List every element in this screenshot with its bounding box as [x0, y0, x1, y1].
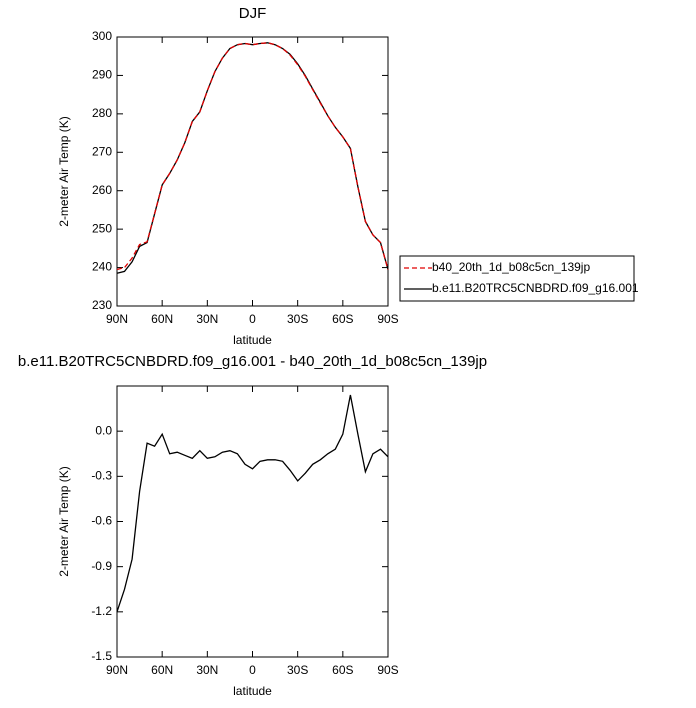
x-tick-label: 90N	[106, 663, 128, 677]
x-tick-label: 0	[249, 663, 256, 677]
x-axis-label: latitude	[233, 684, 272, 698]
plot-frame	[116, 385, 389, 658]
legend-box	[399, 255, 635, 302]
x-tick-label: 90N	[106, 312, 128, 326]
x-axis-label: latitude	[233, 333, 272, 347]
x-tick-label: 60S	[332, 663, 353, 677]
x-tick-label: 60N	[151, 663, 173, 677]
chart-title: DJF	[239, 5, 267, 22]
y-tick-label: -1.2	[91, 604, 112, 618]
x-tick-label: 30N	[196, 312, 218, 326]
series-line	[116, 394, 389, 613]
y-tick-label: 290	[92, 68, 112, 82]
y-axis-label: 2-meter Air Temp (K)	[57, 116, 71, 226]
y-tick-label: 280	[92, 106, 112, 120]
y-tick-label: -0.6	[91, 514, 112, 528]
x-tick-label: 90S	[377, 312, 398, 326]
legend-label: b.e11.B20TRC5CNBDRD.f09_g16.001	[432, 281, 639, 295]
y-tick-label: 250	[92, 221, 112, 235]
y-tick-label: -0.3	[91, 469, 112, 483]
x-tick-label: 0	[249, 312, 256, 326]
series-line	[116, 42, 389, 274]
y-tick-label: 230	[92, 298, 112, 312]
x-tick-label: 90S	[377, 663, 398, 677]
series-line	[116, 42, 389, 271]
y-tick-label: 270	[92, 144, 112, 158]
x-tick-label: 30S	[287, 663, 308, 677]
y-tick-label: -1.5	[91, 649, 112, 663]
x-tick-label: 30S	[287, 312, 308, 326]
y-tick-label: -0.9	[91, 559, 112, 573]
y-axis-label: 2-meter Air Temp (K)	[57, 466, 71, 576]
chart-title: b.e11.B20TRC5CNBDRD.f09_g16.001 - b40_20…	[18, 353, 487, 370]
plot-frame	[116, 36, 389, 307]
y-tick-label: 260	[92, 183, 112, 197]
x-tick-label: 30N	[196, 663, 218, 677]
x-tick-label: 60N	[151, 312, 173, 326]
y-tick-label: 240	[92, 260, 112, 274]
legend-label: b40_20th_1d_b08c5cn_139jp	[432, 260, 590, 274]
y-tick-label: 300	[92, 29, 112, 43]
x-tick-label: 60S	[332, 312, 353, 326]
y-tick-label: 0.0	[95, 423, 112, 437]
